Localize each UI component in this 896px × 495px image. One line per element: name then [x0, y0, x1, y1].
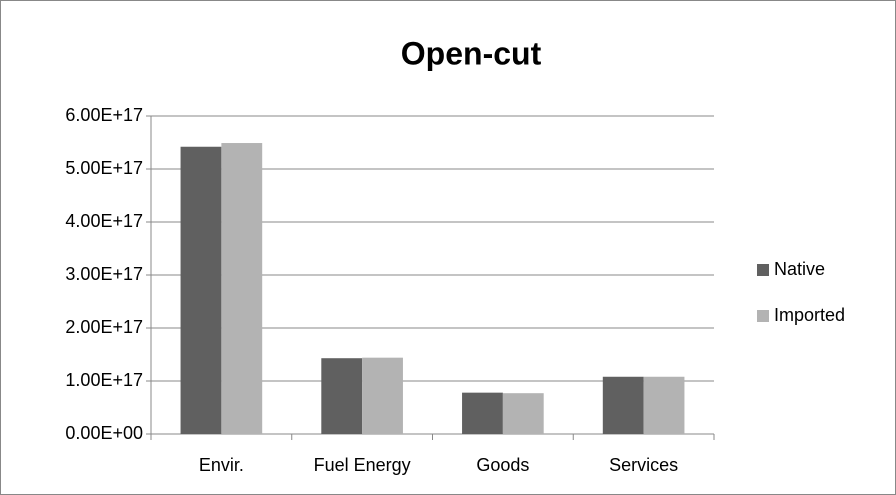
bar — [643, 376, 685, 434]
x-tick-label: Fuel Energy — [314, 455, 411, 475]
bar — [462, 392, 503, 434]
y-tick-label: 4.00E+17 — [65, 211, 143, 231]
y-tick-label: 2.00E+17 — [65, 317, 143, 337]
legend-label: Imported — [774, 305, 845, 325]
legend-label: Native — [774, 259, 825, 279]
y-tick-label: 6.00E+17 — [65, 105, 143, 125]
bar — [602, 376, 644, 434]
y-tick-label: 3.00E+17 — [65, 264, 143, 284]
legend-swatch — [757, 264, 769, 276]
bar — [502, 393, 544, 434]
x-tick-label: Services — [609, 455, 678, 475]
bar — [221, 143, 263, 434]
bar — [180, 146, 222, 435]
chart-title: Open-cut — [401, 35, 542, 71]
x-tick-label: Goods — [476, 455, 529, 475]
bar — [362, 357, 403, 434]
legend-swatch — [757, 310, 769, 322]
y-tick-label: 0.00E+00 — [65, 423, 143, 443]
x-tick-label: Envir. — [199, 455, 244, 475]
y-tick-label: 1.00E+17 — [65, 370, 143, 390]
bar — [321, 358, 363, 434]
y-tick-label: 5.00E+17 — [65, 158, 143, 178]
